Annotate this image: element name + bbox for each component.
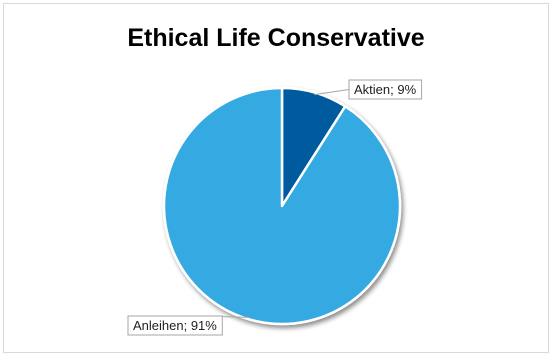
data-label-box-aktien	[348, 79, 423, 100]
chart-title: Ethical Life Conservative	[127, 24, 425, 52]
pie-slice-anleihen	[162, 86, 402, 326]
data-label-text-aktien: Aktien; 9%	[354, 82, 417, 97]
data-label-box-anleihen	[127, 315, 223, 336]
data-label-anleihen: Anleihen; 91%	[127, 315, 250, 336]
data-label-aktien: Aktien; 9%	[314, 79, 423, 100]
leader-line-aktien	[314, 89, 350, 96]
pie-slices	[162, 86, 402, 326]
data-label-text-anleihen: Anleihen; 91%	[133, 318, 217, 333]
pie-data-labels: Aktien; 9% Anleihen; 91%	[127, 79, 423, 336]
